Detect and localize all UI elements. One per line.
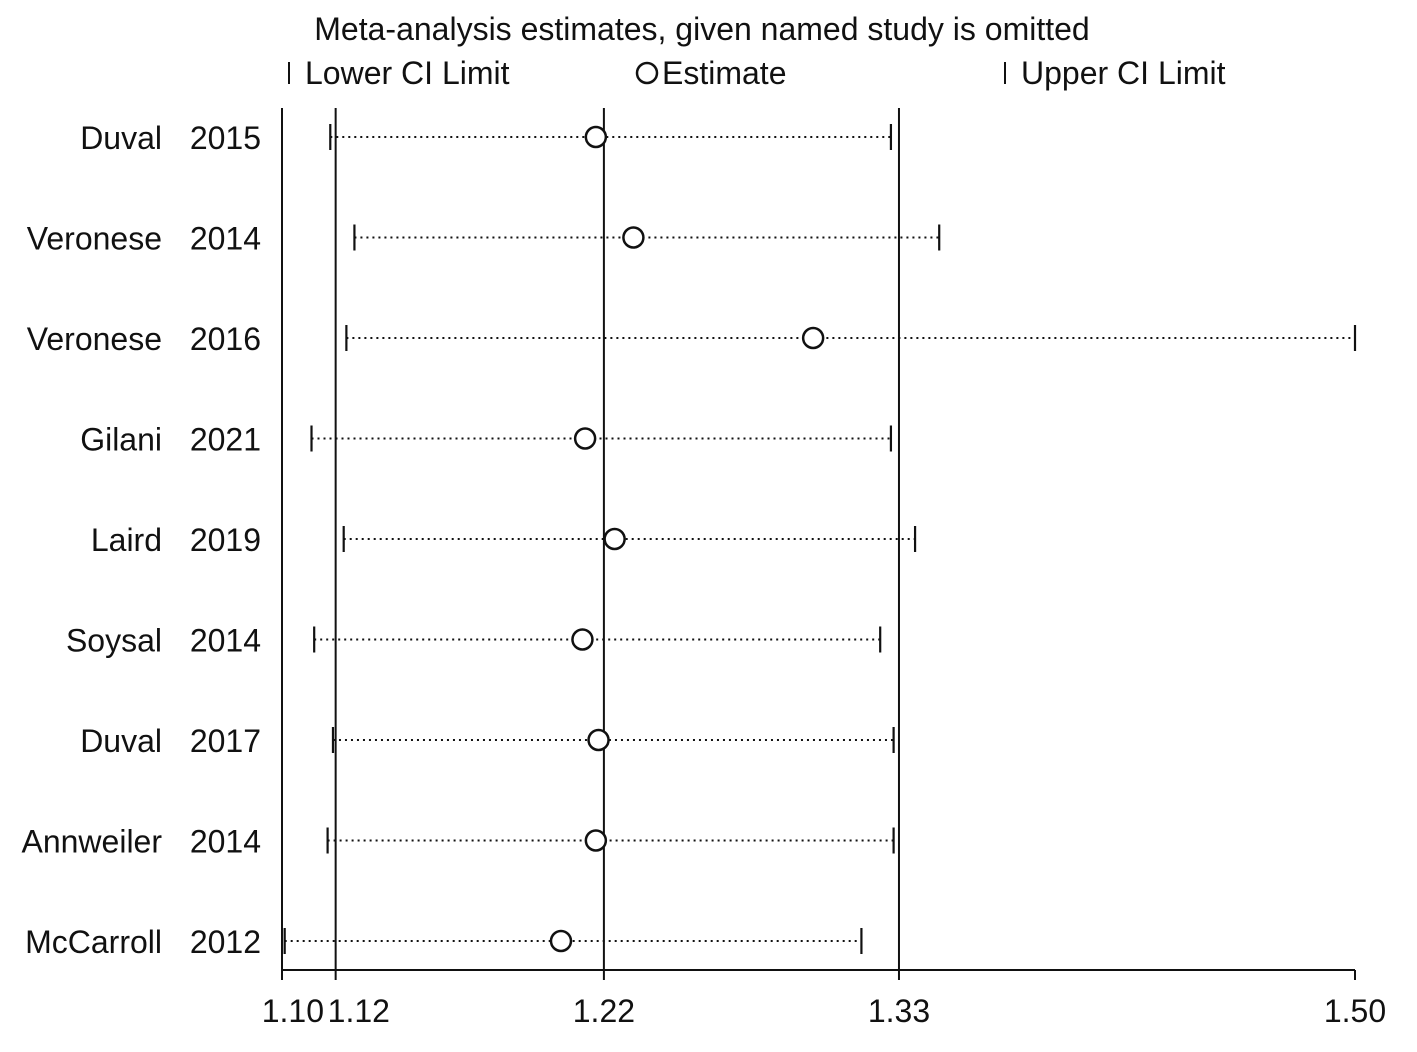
legend: Lower CI Limit Estimate Upper CI Limit <box>288 55 1226 91</box>
study-year-3: 2021 <box>190 422 261 458</box>
estimate-point-4 <box>603 527 626 551</box>
estimate-point-6 <box>587 728 610 752</box>
plot-area: 1.10 1.12 1.22 1.33 1.50 Duval 2015 Veronese 201… <box>21 108 1386 1029</box>
legend-lower-label: Lower CI Limit <box>305 55 510 91</box>
estimate-point-1 <box>622 226 645 249</box>
x-tick-label-1: 1.12 <box>328 993 390 1029</box>
study-year-7: 2014 <box>190 824 261 860</box>
estimate-point-5 <box>571 628 594 651</box>
estimate-point-8 <box>549 929 573 953</box>
estimate-point-0 <box>584 125 608 149</box>
study-name-7: Annweiler <box>21 824 162 860</box>
study-year-0: 2015 <box>190 120 261 156</box>
study-name-5: Soysal <box>66 623 162 659</box>
x-tick-label-0: 1.10 <box>262 993 324 1029</box>
x-tick-label-4: 1.50 <box>1324 993 1386 1029</box>
legend-estimate-marker <box>635 61 659 85</box>
study-year-2: 2016 <box>190 321 261 357</box>
legend-upper-label: Upper CI Limit <box>1021 55 1226 91</box>
study-year-6: 2017 <box>190 723 261 759</box>
study-year-1: 2014 <box>190 221 261 257</box>
x-tick-label-3: 1.33 <box>868 993 930 1029</box>
study-year-8: 2012 <box>190 924 261 960</box>
study-year-5: 2014 <box>190 623 261 659</box>
estimate-point-7 <box>584 829 608 852</box>
study-name-2: Veronese <box>27 321 162 357</box>
study-name-1: Veronese <box>27 221 162 257</box>
study-year-4: 2019 <box>190 522 261 558</box>
study-name-0: Duval <box>80 120 162 156</box>
study-name-4: Laird <box>91 522 162 558</box>
study-name-6: Duval <box>80 723 162 759</box>
estimate-point-2 <box>801 326 825 350</box>
estimate-point-3 <box>573 427 597 450</box>
study-name-8: McCarroll <box>25 924 162 960</box>
study-name-3: Gilani <box>80 422 162 458</box>
chart-title: Meta-analysis estimates, given named stu… <box>314 11 1089 47</box>
x-tick-label-2: 1.22 <box>573 993 635 1029</box>
legend-estimate-label: Estimate <box>662 55 786 91</box>
